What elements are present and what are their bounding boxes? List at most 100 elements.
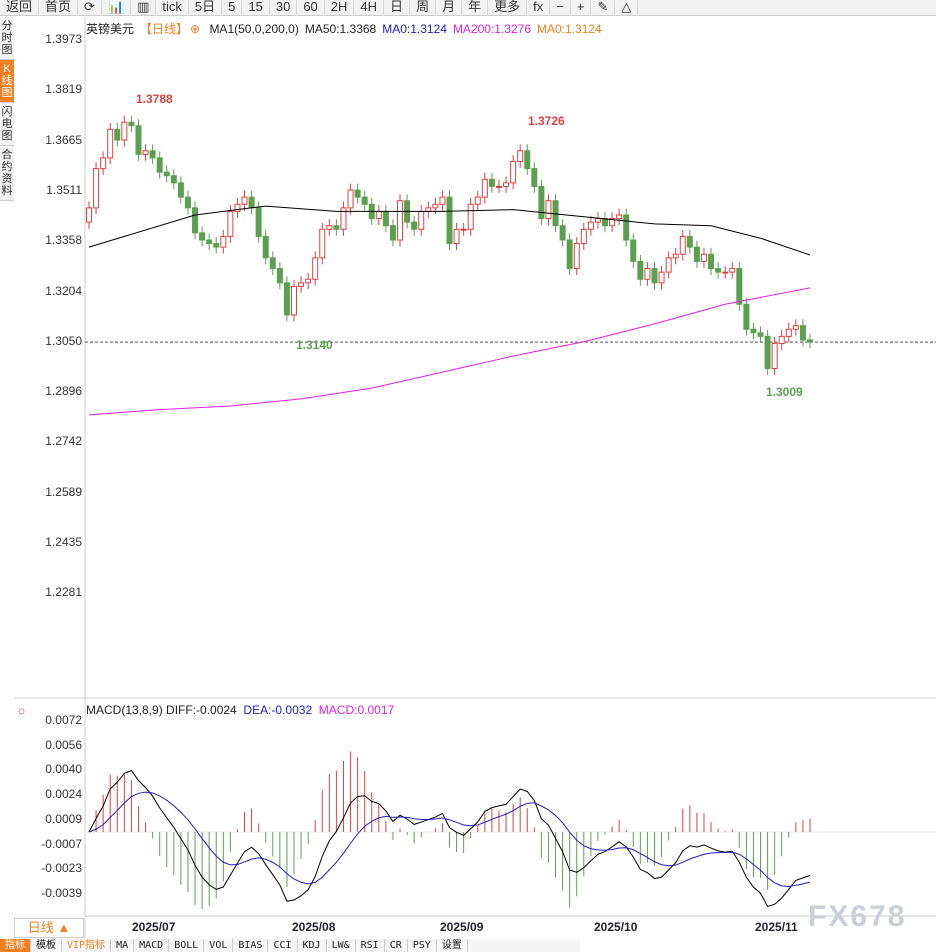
toolbar-button[interactable]: 月 <box>436 0 463 16</box>
x-label-sep: 2025/09 <box>440 920 484 934</box>
indicator-tab[interactable]: MA <box>111 939 135 952</box>
sidebar-tab[interactable]: 分时图 <box>0 17 14 60</box>
toolbar-button[interactable]: ▥ <box>131 0 157 16</box>
candle-body <box>679 235 686 255</box>
candle-body <box>156 157 163 173</box>
toolbar-button[interactable]: 60 <box>297 0 325 16</box>
candle-body <box>354 189 361 198</box>
toolbar-button[interactable]: 30 <box>270 0 298 16</box>
candle-body <box>729 268 736 273</box>
toolbar-button[interactable]: 返回 <box>0 0 40 16</box>
candle-body <box>665 257 672 273</box>
candle-body <box>298 282 305 287</box>
candle-body <box>312 257 319 280</box>
chart-legend: 英镑美元 【日线】 ⊕ MA1(50,0,200,0) MA50:1.3368 MA0:… <box>86 20 608 37</box>
candle-body <box>227 210 234 237</box>
dea-value: DEA:-0.0032 <box>243 703 313 717</box>
toolbar-button[interactable]: 日 <box>384 0 411 16</box>
indicator-tab[interactable]: KDJ <box>298 939 327 952</box>
macd-settings-icon[interactable]: ☼ <box>16 703 27 717</box>
candle-body <box>100 157 107 170</box>
candle-body <box>616 214 623 220</box>
toolbar-button[interactable]: 5 <box>222 0 243 16</box>
candle-body <box>149 150 156 159</box>
candle-body <box>340 207 347 230</box>
settings-icon[interactable]: ⊕ <box>190 22 201 36</box>
indicator-tab[interactable]: BOLL <box>169 939 205 952</box>
toolbar-button[interactable]: 📊 <box>102 0 132 16</box>
toolbar-button[interactable]: 2H <box>325 0 355 16</box>
annotation-high-1: 1.3788 <box>136 92 173 106</box>
toolbar-button[interactable]: 年 <box>462 0 489 16</box>
period-label: 【日线】 <box>140 22 189 36</box>
sidebar-tab[interactable]: K线图 <box>0 60 14 103</box>
candle-body <box>86 207 92 223</box>
toolbar-button[interactable]: + <box>571 0 592 16</box>
period-selector[interactable]: 日线 ▲ <box>14 918 84 938</box>
candle-body <box>411 221 418 230</box>
macd-y-label: -0.0039 <box>41 885 82 900</box>
y-axis-label: 1.3665 <box>45 132 82 147</box>
toolbar-button[interactable]: 首页 <box>39 0 79 16</box>
toolbar-button[interactable]: 周 <box>410 0 437 16</box>
y-axis-label: 1.3819 <box>45 82 82 97</box>
candle-body <box>290 285 297 316</box>
toolbar-button[interactable]: 更多 <box>488 0 528 16</box>
candle-body <box>785 328 792 337</box>
candle-body <box>234 203 241 212</box>
indicator-tab[interactable]: LW& <box>327 939 356 952</box>
indicator-tab[interactable]: RSI <box>356 939 385 952</box>
toolbar-button[interactable]: 5日 <box>189 0 223 16</box>
candle-body <box>799 325 806 341</box>
candle-body <box>206 239 213 245</box>
y-axis-label: 1.2589 <box>45 484 82 499</box>
macd-legend: ☼ MACD(13,8,9) DIFF:-0.0024 DEA:-0.0032 … <box>16 703 394 717</box>
y-axis-label: 1.3511 <box>46 182 82 197</box>
candle-body <box>389 225 396 241</box>
x-label-oct: 2025/10 <box>594 920 638 934</box>
candle-body <box>121 121 128 141</box>
indicator-tab[interactable]: VIP指标 <box>62 939 112 952</box>
candle-body <box>241 196 248 205</box>
candle-body <box>255 207 262 237</box>
ma50-line <box>88 205 811 256</box>
y-axis-label: 1.2896 <box>45 384 82 399</box>
toolbar-button[interactable]: ⟳ <box>78 0 102 16</box>
candle-body <box>128 121 135 127</box>
toolbar-button[interactable]: 4H <box>354 0 385 16</box>
indicator-tab[interactable]: CR <box>385 939 408 952</box>
candle-body <box>199 232 206 241</box>
indicator-tab[interactable]: 设置 <box>437 939 468 952</box>
candle-body <box>432 203 439 209</box>
candle-body <box>651 268 658 284</box>
annotation-low-2: 1.3009 <box>766 385 803 399</box>
candle-body <box>425 207 432 212</box>
candle-body <box>460 228 467 231</box>
indicator-tab[interactable]: 指标 <box>0 939 31 952</box>
toolbar-button[interactable]: − <box>550 0 571 16</box>
ma-config[interactable]: MA1(50,0,200,0) <box>209 22 299 36</box>
y-axis-label: 1.2435 <box>45 535 82 549</box>
candle-body <box>771 343 778 370</box>
indicator-tab[interactable]: BIAS <box>233 939 269 952</box>
toolbar-button[interactable]: 15 <box>242 0 270 16</box>
indicator-tab[interactable]: VOL <box>204 939 234 952</box>
annotation-high-2: 1.3726 <box>528 114 565 128</box>
sidebar-tab[interactable]: 闪电图 <box>0 103 14 146</box>
indicator-tab[interactable]: 模板 <box>31 939 62 952</box>
candle-body <box>361 196 368 205</box>
toolbar-button[interactable]: fx <box>527 0 551 16</box>
macd-y-label: 0.0009 <box>45 811 82 826</box>
indicator-tab[interactable]: CCI <box>268 939 298 952</box>
indicator-tab[interactable]: PSY <box>408 939 437 952</box>
candle-body <box>644 268 651 280</box>
toolbar-button[interactable]: △ <box>615 0 639 16</box>
diff-line <box>88 769 811 908</box>
toolbar-button[interactable]: ✎ <box>591 0 616 16</box>
y-axis-label: 1.2742 <box>45 434 82 449</box>
indicator-tab[interactable]: MACD <box>134 939 170 952</box>
sidebar-tab[interactable]: 合约资料 <box>0 146 14 201</box>
toolbar-button[interactable]: tick <box>156 0 189 16</box>
ma50-value: MA50:1.3368 <box>304 22 377 36</box>
